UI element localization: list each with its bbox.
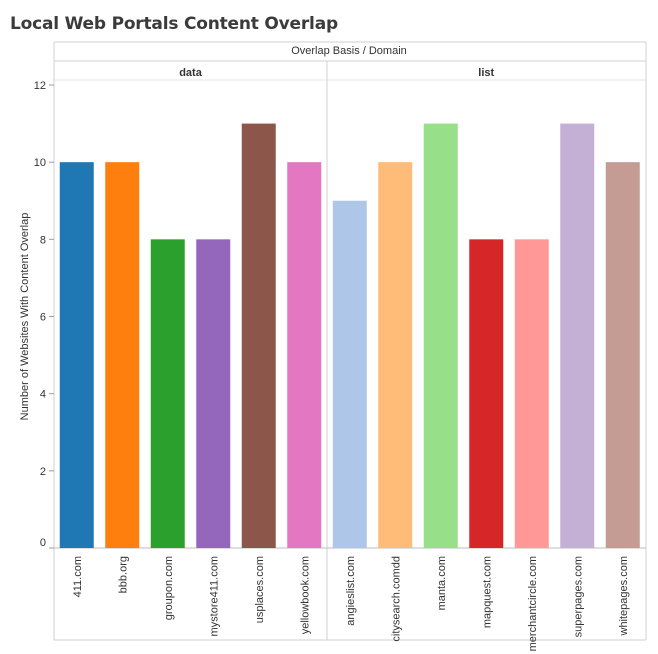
- bar-merchantcircle-com[interactable]: [514, 239, 549, 549]
- category-label: superpages.com: [572, 556, 584, 637]
- category-label: whitepages.com: [618, 556, 630, 637]
- chart-title: Local Web Portals Content Overlap: [10, 14, 338, 34]
- bar-manta-com[interactable]: [423, 123, 458, 548]
- bar-mapquest-com[interactable]: [469, 239, 504, 549]
- bars: [59, 123, 640, 549]
- bar-411-com[interactable]: [59, 162, 94, 548]
- y-tick-label: 6: [40, 312, 46, 324]
- category-label: angieslist.com: [345, 556, 357, 626]
- bar-citysearch-comdd[interactable]: [378, 162, 413, 548]
- y-tick-label: 4: [40, 389, 46, 401]
- bar-usplaces-com[interactable]: [241, 123, 276, 548]
- category-label: yellowbook.com: [299, 556, 311, 634]
- group-header-data: data: [179, 67, 203, 79]
- y-tick-label: 10: [34, 157, 46, 169]
- y-axis-label: Number of Websites With Content Overlap: [19, 213, 31, 421]
- category-label: 411.com: [72, 556, 84, 597]
- bar-mystore411-com[interactable]: [196, 239, 231, 549]
- category-label: mystore411.com: [208, 556, 220, 637]
- category-label: manta.com: [436, 556, 448, 610]
- column-header: Overlap Basis / Domain: [291, 45, 407, 57]
- bar-whitepages-com[interactable]: [605, 162, 640, 548]
- category-label: mapquest.com: [481, 556, 493, 628]
- y-axis: 0 2 4 6 8 10 12: [34, 80, 54, 549]
- category-label: usplaces.com: [254, 556, 266, 623]
- group-headers: data list: [179, 67, 494, 79]
- y-tick-label: 12: [34, 80, 46, 92]
- group-header-list: list: [478, 67, 494, 79]
- bar-groupon-com[interactable]: [150, 239, 185, 549]
- bar-bbb-org[interactable]: [105, 162, 140, 548]
- y-tick-label: 2: [40, 466, 46, 478]
- y-tick-label: 0: [40, 537, 46, 549]
- bar-yellowbook-com[interactable]: [287, 162, 322, 548]
- category-labels: 411.com bbb.org groupon.com mystore411.com u…: [72, 556, 630, 651]
- category-label: merchantcircle.com: [527, 556, 539, 651]
- category-label: bbb.org: [117, 556, 129, 593]
- y-tick-label: 8: [40, 234, 46, 246]
- category-label: citysearch.comdd: [390, 556, 402, 642]
- category-label: groupon.com: [163, 556, 175, 620]
- bar-angieslist-com[interactable]: [332, 200, 367, 548]
- bar-superpages-com[interactable]: [560, 123, 595, 548]
